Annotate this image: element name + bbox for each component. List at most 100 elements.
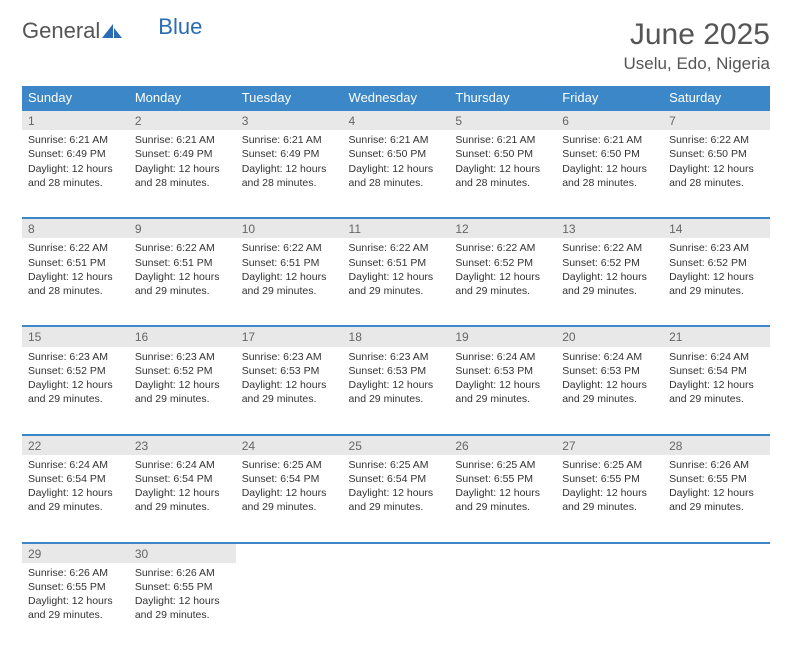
sunset-text: Sunset: 6:53 PM (242, 364, 337, 378)
daylight-line1: Daylight: 12 hours (349, 162, 444, 176)
daylight-line1: Daylight: 12 hours (455, 162, 550, 176)
daylight-line1: Daylight: 12 hours (135, 162, 230, 176)
weekday-header: Sunday (22, 86, 129, 110)
daynum-row: 1234567 (22, 110, 770, 130)
week-body-row: Sunrise: 6:26 AMSunset: 6:55 PMDaylight:… (22, 563, 770, 651)
daylight-line1: Daylight: 12 hours (349, 486, 444, 500)
sunrise-text: Sunrise: 6:22 AM (349, 241, 444, 255)
day-cell: Sunrise: 6:21 AMSunset: 6:49 PMDaylight:… (22, 130, 129, 218)
day-cell: Sunrise: 6:21 AMSunset: 6:49 PMDaylight:… (236, 130, 343, 218)
daylight-line2: and 29 minutes. (135, 608, 230, 622)
daylight-line1: Daylight: 12 hours (562, 378, 657, 392)
sunrise-text: Sunrise: 6:22 AM (242, 241, 337, 255)
sunset-text: Sunset: 6:54 PM (349, 472, 444, 486)
sunrise-text: Sunrise: 6:21 AM (562, 133, 657, 147)
day-number-cell: 25 (343, 435, 450, 455)
sunset-text: Sunset: 6:51 PM (349, 256, 444, 270)
daylight-line1: Daylight: 12 hours (135, 270, 230, 284)
daylight-line2: and 29 minutes. (455, 284, 550, 298)
day-cell: Sunrise: 6:22 AMSunset: 6:52 PMDaylight:… (449, 238, 556, 326)
sunrise-text: Sunrise: 6:25 AM (349, 458, 444, 472)
sunset-text: Sunset: 6:53 PM (349, 364, 444, 378)
daylight-line1: Daylight: 12 hours (669, 270, 764, 284)
daylight-line2: and 29 minutes. (349, 284, 444, 298)
daylight-line2: and 29 minutes. (28, 392, 123, 406)
sunset-text: Sunset: 6:55 PM (28, 580, 123, 594)
daylight-line2: and 29 minutes. (562, 500, 657, 514)
day-cell: Sunrise: 6:24 AMSunset: 6:54 PMDaylight:… (663, 347, 770, 435)
day-cell: Sunrise: 6:23 AMSunset: 6:53 PMDaylight:… (236, 347, 343, 435)
daylight-line1: Daylight: 12 hours (562, 486, 657, 500)
day-cell (343, 563, 450, 651)
sunrise-text: Sunrise: 6:22 AM (669, 133, 764, 147)
daylight-line1: Daylight: 12 hours (28, 486, 123, 500)
daylight-line2: and 29 minutes. (135, 500, 230, 514)
daylight-line2: and 28 minutes. (455, 176, 550, 190)
day-cell: Sunrise: 6:23 AMSunset: 6:52 PMDaylight:… (663, 238, 770, 326)
day-cell: Sunrise: 6:25 AMSunset: 6:54 PMDaylight:… (343, 455, 450, 543)
day-cell: Sunrise: 6:21 AMSunset: 6:50 PMDaylight:… (449, 130, 556, 218)
day-cell: Sunrise: 6:24 AMSunset: 6:53 PMDaylight:… (449, 347, 556, 435)
daylight-line2: and 28 minutes. (242, 176, 337, 190)
day-number-cell: 2 (129, 110, 236, 130)
day-cell: Sunrise: 6:24 AMSunset: 6:54 PMDaylight:… (22, 455, 129, 543)
daylight-line1: Daylight: 12 hours (242, 162, 337, 176)
sunrise-text: Sunrise: 6:24 AM (455, 350, 550, 364)
sunset-text: Sunset: 6:55 PM (562, 472, 657, 486)
day-cell (663, 563, 770, 651)
sunset-text: Sunset: 6:50 PM (669, 147, 764, 161)
sunset-text: Sunset: 6:52 PM (455, 256, 550, 270)
day-number-cell (343, 543, 450, 563)
daylight-line2: and 29 minutes. (562, 392, 657, 406)
day-number-cell: 15 (22, 326, 129, 346)
daylight-line2: and 28 minutes. (135, 176, 230, 190)
sunrise-text: Sunrise: 6:26 AM (28, 566, 123, 580)
day-number-cell: 28 (663, 435, 770, 455)
sunrise-text: Sunrise: 6:26 AM (135, 566, 230, 580)
sunset-text: Sunset: 6:54 PM (28, 472, 123, 486)
day-cell: Sunrise: 6:24 AMSunset: 6:53 PMDaylight:… (556, 347, 663, 435)
daylight-line1: Daylight: 12 hours (669, 162, 764, 176)
day-cell: Sunrise: 6:25 AMSunset: 6:54 PMDaylight:… (236, 455, 343, 543)
day-number-cell: 14 (663, 218, 770, 238)
sunrise-text: Sunrise: 6:23 AM (349, 350, 444, 364)
sunset-text: Sunset: 6:50 PM (455, 147, 550, 161)
day-cell (449, 563, 556, 651)
sunrise-text: Sunrise: 6:21 AM (135, 133, 230, 147)
day-cell: Sunrise: 6:23 AMSunset: 6:52 PMDaylight:… (22, 347, 129, 435)
weekday-header: Wednesday (343, 86, 450, 110)
sunset-text: Sunset: 6:51 PM (135, 256, 230, 270)
sunset-text: Sunset: 6:52 PM (28, 364, 123, 378)
sunset-text: Sunset: 6:55 PM (669, 472, 764, 486)
weekday-header: Monday (129, 86, 236, 110)
day-number-cell: 3 (236, 110, 343, 130)
daylight-line2: and 29 minutes. (242, 392, 337, 406)
day-number-cell: 10 (236, 218, 343, 238)
daylight-line1: Daylight: 12 hours (135, 486, 230, 500)
day-cell: Sunrise: 6:24 AMSunset: 6:54 PMDaylight:… (129, 455, 236, 543)
daylight-line2: and 29 minutes. (242, 284, 337, 298)
daylight-line1: Daylight: 12 hours (242, 486, 337, 500)
sunrise-text: Sunrise: 6:25 AM (562, 458, 657, 472)
day-number-cell: 24 (236, 435, 343, 455)
brand-part1: General (22, 18, 100, 44)
sunrise-text: Sunrise: 6:25 AM (242, 458, 337, 472)
day-cell: Sunrise: 6:23 AMSunset: 6:52 PMDaylight:… (129, 347, 236, 435)
daylight-line1: Daylight: 12 hours (28, 378, 123, 392)
sunset-text: Sunset: 6:55 PM (135, 580, 230, 594)
daylight-line2: and 29 minutes. (28, 500, 123, 514)
day-number-cell (449, 543, 556, 563)
daylight-line1: Daylight: 12 hours (669, 378, 764, 392)
daylight-line2: and 29 minutes. (349, 392, 444, 406)
month-title: June 2025 (624, 18, 770, 52)
day-number-cell: 18 (343, 326, 450, 346)
day-number-cell: 7 (663, 110, 770, 130)
day-number-cell: 4 (343, 110, 450, 130)
day-cell: Sunrise: 6:25 AMSunset: 6:55 PMDaylight:… (556, 455, 663, 543)
day-cell (556, 563, 663, 651)
daylight-line1: Daylight: 12 hours (455, 486, 550, 500)
day-cell: Sunrise: 6:21 AMSunset: 6:50 PMDaylight:… (343, 130, 450, 218)
day-number-cell (663, 543, 770, 563)
sunset-text: Sunset: 6:55 PM (455, 472, 550, 486)
sunrise-text: Sunrise: 6:25 AM (455, 458, 550, 472)
